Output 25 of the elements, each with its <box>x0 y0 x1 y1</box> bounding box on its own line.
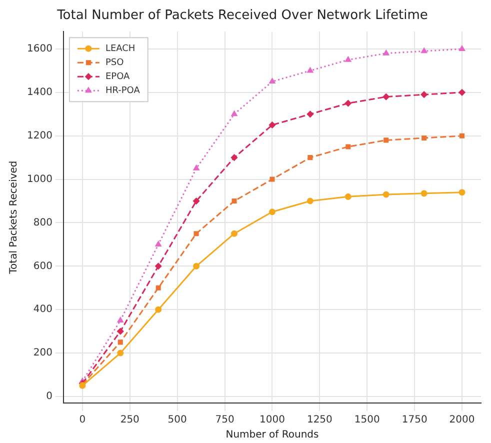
x-tick-label: 1250 <box>306 414 332 426</box>
y-tick-label: 1000 <box>26 174 52 185</box>
x-tick-label: 750 <box>215 414 234 426</box>
y-tick-label: 0 <box>46 391 52 402</box>
x-tick-label: 2000 <box>449 414 475 426</box>
x-tick-label: 0 <box>79 414 86 426</box>
legend-label: HR-POA <box>105 86 141 96</box>
x-tick-label: 500 <box>168 414 187 426</box>
x-tick-label: 1000 <box>260 414 285 426</box>
legend-label: LEACH <box>105 44 136 54</box>
legend-label: PSO <box>105 58 124 68</box>
x-tick-label: 1500 <box>354 414 380 426</box>
y-tick-label: 600 <box>33 260 52 272</box>
x-tick-label: 1750 <box>402 414 428 426</box>
y-tick-label: 1400 <box>26 87 52 98</box>
legend-label: EPOA <box>105 72 130 82</box>
x-axis-title: Number of Rounds <box>226 430 319 441</box>
y-axis-title: Total Packets Received <box>8 160 20 275</box>
y-tick-label: 800 <box>33 217 52 228</box>
y-tick-label: 1600 <box>26 44 52 55</box>
y-tick-label: 1200 <box>26 130 52 142</box>
y-tick-label: 200 <box>33 348 52 359</box>
x-tick-label: 250 <box>120 414 140 426</box>
chart-title: Total Number of Packets Received Over Network Lifetime <box>56 8 428 24</box>
y-tick-label: 400 <box>33 304 52 316</box>
